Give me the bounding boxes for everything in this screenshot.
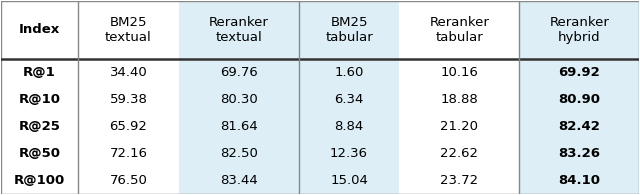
Text: 6.34: 6.34 — [334, 93, 364, 106]
Text: 80.30: 80.30 — [220, 93, 257, 106]
Text: 83.26: 83.26 — [558, 147, 600, 160]
Text: R@100: R@100 — [14, 174, 65, 187]
Text: BM25
tabular: BM25 tabular — [325, 16, 373, 44]
Text: 15.04: 15.04 — [330, 174, 368, 187]
Text: 69.76: 69.76 — [220, 66, 257, 79]
Text: Reranker
hybrid: Reranker hybrid — [549, 16, 609, 44]
Text: 80.90: 80.90 — [558, 93, 600, 106]
Text: R@10: R@10 — [19, 93, 60, 106]
Text: 10.16: 10.16 — [440, 66, 478, 79]
Text: 1.60: 1.60 — [334, 66, 364, 79]
Bar — [519, 1, 639, 194]
Text: 22.62: 22.62 — [440, 147, 478, 160]
Text: Index: Index — [19, 23, 60, 36]
Text: R@25: R@25 — [19, 120, 60, 133]
Text: 81.64: 81.64 — [220, 120, 257, 133]
Text: 83.44: 83.44 — [220, 174, 257, 187]
Bar — [299, 1, 399, 194]
Bar — [179, 1, 299, 194]
Text: 8.84: 8.84 — [335, 120, 364, 133]
Text: Reranker
tabular: Reranker tabular — [429, 16, 489, 44]
Bar — [399, 1, 519, 194]
Text: 34.40: 34.40 — [109, 66, 147, 79]
Text: 72.16: 72.16 — [109, 147, 147, 160]
Text: 59.38: 59.38 — [109, 93, 147, 106]
Text: 82.50: 82.50 — [220, 147, 258, 160]
Text: 65.92: 65.92 — [109, 120, 147, 133]
Text: 69.92: 69.92 — [559, 66, 600, 79]
Bar — [1, 1, 78, 194]
Text: R@1: R@1 — [23, 66, 56, 79]
Text: 21.20: 21.20 — [440, 120, 478, 133]
Text: 23.72: 23.72 — [440, 174, 478, 187]
Text: 12.36: 12.36 — [330, 147, 368, 160]
Bar — [78, 1, 179, 194]
Text: 84.10: 84.10 — [558, 174, 600, 187]
Text: 76.50: 76.50 — [109, 174, 147, 187]
Text: BM25
textual: BM25 textual — [105, 16, 152, 44]
Text: 82.42: 82.42 — [558, 120, 600, 133]
Text: 18.88: 18.88 — [440, 93, 478, 106]
Text: Reranker
textual: Reranker textual — [209, 16, 269, 44]
Text: R@50: R@50 — [19, 147, 60, 160]
